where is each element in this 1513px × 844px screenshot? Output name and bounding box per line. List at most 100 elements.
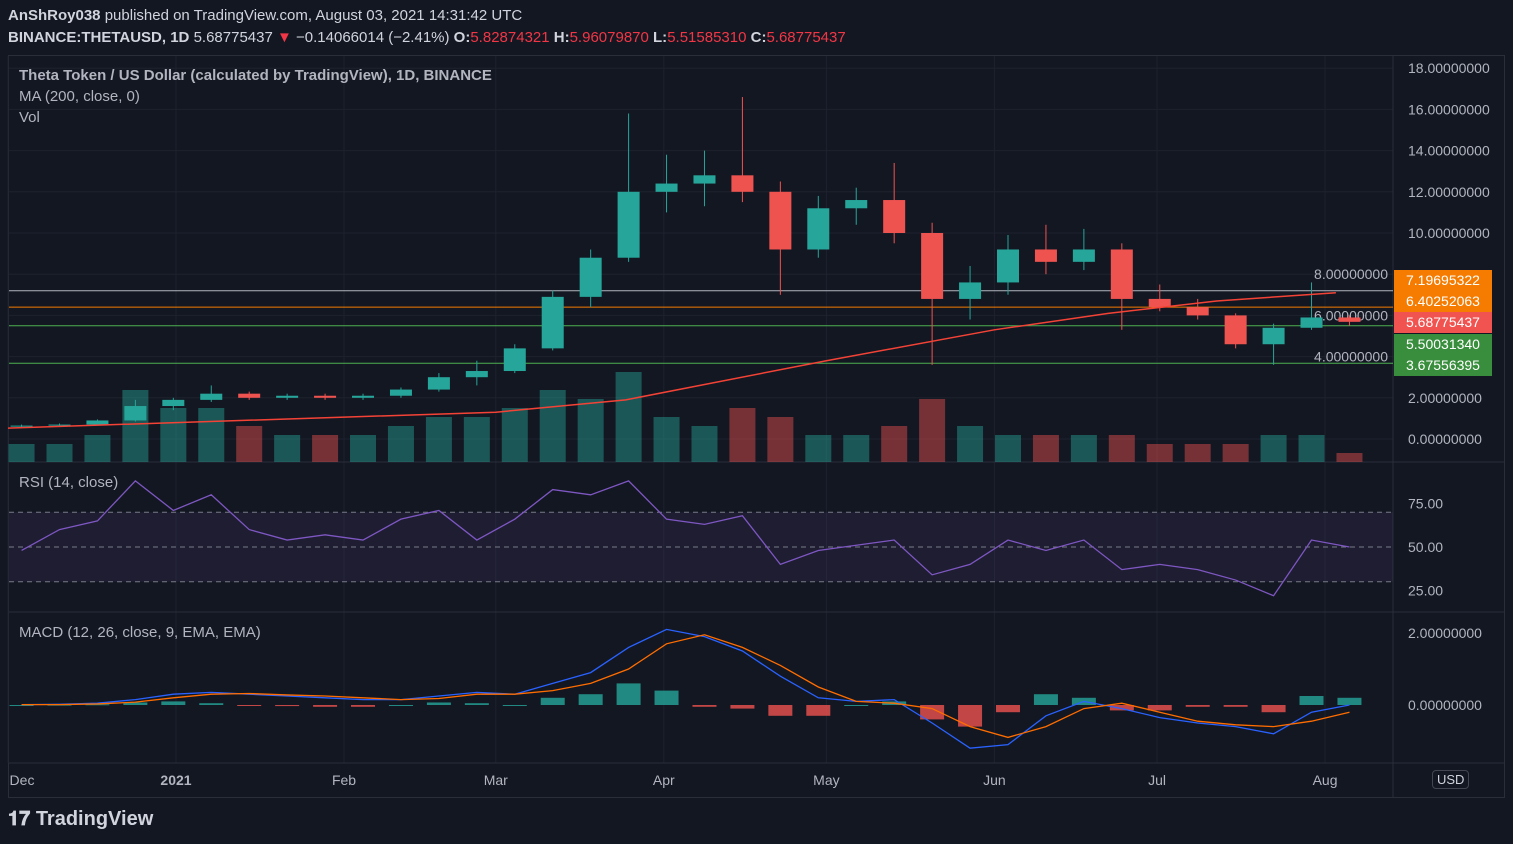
volume-bar bbox=[387, 426, 414, 462]
macd-histogram-bar bbox=[806, 705, 831, 716]
high-value: 5.96079870 bbox=[569, 29, 649, 46]
candle-body bbox=[162, 399, 185, 407]
volume-bar bbox=[615, 372, 642, 462]
macd-histogram-bar bbox=[844, 705, 869, 706]
time-tick: 2021 bbox=[160, 772, 191, 788]
last-price: 5.68775437 bbox=[193, 29, 273, 46]
candle-body bbox=[883, 200, 906, 233]
macd-histogram-bar bbox=[1337, 697, 1362, 705]
high-label: H: bbox=[553, 29, 570, 46]
price-tick: 10.00000000 bbox=[1408, 225, 1490, 241]
price-tick: 18.00000000 bbox=[1408, 60, 1490, 76]
volume-bar bbox=[350, 435, 377, 462]
volume-bar bbox=[1298, 435, 1325, 462]
candle-body bbox=[1072, 249, 1095, 262]
volume-bar bbox=[425, 417, 452, 462]
macd-histogram-bar bbox=[502, 705, 527, 706]
macd-line bbox=[21, 628, 1350, 749]
macd-histogram-bar bbox=[654, 690, 679, 705]
candle-body bbox=[655, 183, 678, 192]
vol-legend[interactable]: Vol bbox=[19, 109, 40, 126]
macd-histogram-bar bbox=[730, 705, 755, 709]
macd-histogram-bar bbox=[85, 704, 110, 706]
volume-bar bbox=[1108, 435, 1135, 462]
author[interactable]: AnShRoy038 bbox=[8, 7, 101, 24]
candle-body bbox=[769, 191, 792, 250]
macd-histogram-bar bbox=[1261, 705, 1286, 713]
candle-body bbox=[124, 406, 147, 421]
time-tick: Dec bbox=[10, 772, 35, 788]
time-tick: Jul bbox=[1148, 772, 1166, 788]
price-tick: 16.00000000 bbox=[1408, 101, 1490, 117]
candle-body bbox=[921, 233, 944, 299]
candle-body bbox=[541, 296, 564, 349]
macd-legend[interactable]: MACD (12, 26, close, 9, EMA, EMA) bbox=[19, 624, 261, 641]
volume-bar bbox=[577, 399, 604, 462]
volume-bar bbox=[919, 399, 946, 462]
signal-line bbox=[21, 634, 1350, 739]
candle-body bbox=[1148, 298, 1171, 308]
currency-button[interactable]: USD bbox=[1432, 770, 1470, 789]
candle-body bbox=[807, 208, 830, 250]
volume-bar bbox=[160, 408, 187, 462]
candle-body bbox=[427, 377, 450, 390]
candle-body bbox=[314, 395, 337, 398]
macd-histogram-bar bbox=[692, 705, 717, 707]
candle-body bbox=[10, 425, 33, 427]
macd-histogram-bar bbox=[313, 705, 338, 707]
time-tick: May bbox=[813, 772, 839, 788]
volume-bar bbox=[1222, 444, 1249, 462]
volume-bar bbox=[84, 435, 111, 462]
volume-bar bbox=[1260, 435, 1287, 462]
macd-histogram-bar bbox=[199, 703, 224, 705]
ma-legend[interactable]: MA (200, close, 0) bbox=[19, 88, 140, 105]
logo-icon: 𝟏𝟕 bbox=[8, 808, 31, 830]
macd-tick: 0.00000000 bbox=[1408, 697, 1482, 713]
rsi-tick: 25.00 bbox=[1408, 583, 1443, 599]
macd-histogram-bar bbox=[464, 703, 489, 705]
volume-bar bbox=[463, 417, 490, 462]
macd-tick: 2.00000000 bbox=[1408, 625, 1482, 641]
tradingview-logo[interactable]: 𝟏𝟕 TradingView bbox=[8, 808, 153, 831]
open-label: O: bbox=[453, 29, 471, 46]
macd-histogram-bar bbox=[996, 705, 1020, 713]
candle-body bbox=[352, 395, 375, 398]
volume-bar bbox=[653, 417, 680, 462]
rsi-legend[interactable]: RSI (14, close) bbox=[19, 474, 119, 491]
macd-histogram-bar bbox=[958, 705, 983, 727]
price-tick: 6.00000000 bbox=[1314, 307, 1388, 323]
candle-body bbox=[1110, 249, 1133, 299]
chart-frame[interactable] bbox=[8, 55, 1505, 798]
close-label: C: bbox=[750, 29, 767, 46]
macd-histogram-bar bbox=[578, 694, 603, 705]
price-tick: 2.00000000 bbox=[1408, 390, 1482, 406]
macd-histogram-bar bbox=[275, 705, 300, 707]
volume-bar bbox=[236, 426, 263, 462]
candle-body bbox=[1262, 327, 1285, 345]
macd-histogram-bar bbox=[768, 705, 793, 716]
price-tag: 3.67556395 bbox=[1394, 355, 1492, 376]
candle-body bbox=[1300, 317, 1323, 328]
rsi-line bbox=[21, 480, 1350, 597]
price-tag: 7.19695322 bbox=[1394, 270, 1492, 291]
volume-bar bbox=[198, 408, 225, 462]
published-text: published on TradingView.com, August 03,… bbox=[104, 7, 523, 24]
symbol: BINANCE:THETAUSD, 1D bbox=[8, 29, 190, 46]
volume-bar bbox=[8, 444, 35, 462]
time-tick: Jun bbox=[983, 772, 1006, 788]
price-tick: 8.00000000 bbox=[1314, 266, 1388, 282]
macd-histogram-bar bbox=[161, 701, 186, 705]
price-tag: 5.50031340 bbox=[1394, 334, 1492, 355]
rsi-tick: 75.00 bbox=[1408, 496, 1443, 512]
candle-body bbox=[731, 175, 754, 192]
candle-body bbox=[389, 389, 412, 396]
candle-body bbox=[845, 200, 868, 209]
macd-histogram-bar bbox=[1185, 705, 1210, 707]
time-tick: Aug bbox=[1313, 772, 1338, 788]
price-tag: 6.40252063 bbox=[1394, 291, 1492, 312]
candle-body bbox=[1224, 315, 1247, 345]
volume-bar bbox=[805, 435, 832, 462]
volume-bar bbox=[501, 408, 528, 462]
candle-body bbox=[617, 191, 640, 258]
